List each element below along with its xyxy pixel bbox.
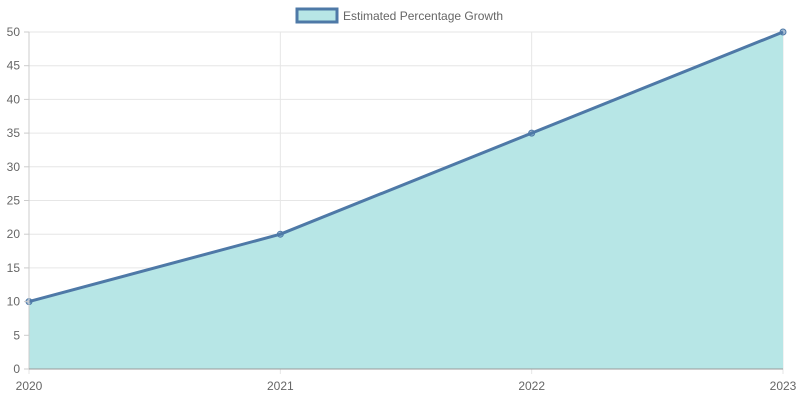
- y-tick-label: 10: [7, 295, 21, 309]
- y-tick-label: 50: [7, 25, 21, 39]
- y-tick-label: 20: [7, 227, 21, 241]
- legend[interactable]: Estimated Percentage Growth: [295, 7, 503, 24]
- series-line: [28, 30, 784, 304]
- y-tick-label: 0: [13, 362, 20, 376]
- x-tick-label-2020: 2020: [16, 379, 43, 393]
- data-point-2021[interactable]: [276, 230, 284, 238]
- x-tick-label-2021: 2021: [267, 379, 294, 393]
- legend-swatch[interactable]: [295, 7, 339, 24]
- y-tick-label: 30: [7, 160, 21, 174]
- legend-label[interactable]: Estimated Percentage Growth: [343, 9, 503, 23]
- y-tick-label: 40: [7, 92, 21, 106]
- x-tick-label-2023: 2023: [770, 379, 797, 393]
- y-axis-ticks: 0 5 10 15 20 25 30 35 40 45 50: [7, 25, 29, 376]
- data-point-2023[interactable]: [779, 28, 787, 36]
- series-area-fill: [29, 32, 783, 369]
- y-tick-label: 25: [7, 194, 21, 208]
- x-axis-ticks: 2020 2021 2022 2023: [16, 379, 797, 393]
- data-point-2022[interactable]: [528, 129, 536, 137]
- y-tick-label: 35: [7, 126, 21, 140]
- x-tick-label-2022: 2022: [518, 379, 545, 393]
- y-tick-label: 15: [7, 261, 21, 275]
- y-tick-label: 5: [13, 328, 20, 342]
- y-tick-label: 45: [7, 59, 21, 73]
